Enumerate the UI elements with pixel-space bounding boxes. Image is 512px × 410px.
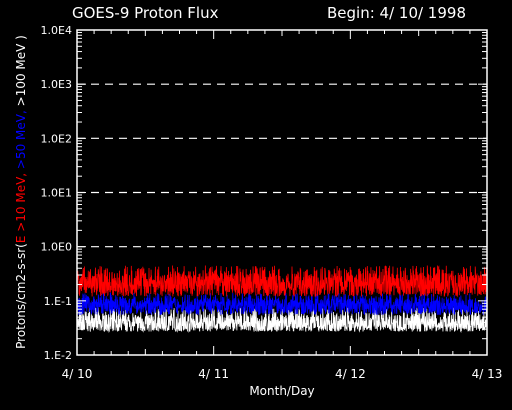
chart-title: GOES-9 Proton Flux (72, 4, 219, 22)
x-tick-label: 4/ 12 (335, 367, 366, 381)
gridlines (77, 83, 487, 248)
begin-date-label: Begin: 4/ 10/ 1998 (327, 4, 466, 22)
axis-ticks (76, 29, 488, 356)
y-axis-label: Protons/cm2-s-sr(E >10 MeV, >50 MeV, >10… (14, 35, 28, 349)
y-tick-label: 1.E-2 (44, 349, 72, 362)
y-tick-labels: 1.E-2 1.E-1 1.0E0 1.0E1 1.0E2 1.0E3 1.0E4 (41, 24, 72, 362)
y-tick-label: 1.0E0 (41, 241, 72, 254)
y-tick-label: 1.0E2 (41, 132, 72, 145)
series-line (76, 291, 488, 316)
y-tick-label: 1.E-1 (44, 295, 72, 308)
y-axis-label-part: E >10 MeV, (14, 169, 28, 243)
x-tick-label: 4/ 10 (62, 367, 93, 381)
y-axis-label-part: >50 MeV, (14, 106, 28, 169)
series-layer (76, 265, 488, 334)
x-tick-label: 4/ 13 (472, 367, 503, 381)
series-line (76, 307, 488, 334)
y-tick-label: 1.0E4 (41, 24, 72, 37)
y-tick-label: 1.0E3 (41, 78, 72, 91)
x-tick-label: 4/ 11 (198, 367, 229, 381)
series-line (76, 265, 488, 298)
y-axis-label-part: >100 MeV ) (14, 35, 28, 106)
x-tick-labels: 4/ 10 4/ 11 4/ 12 4/ 13 (62, 367, 503, 381)
y-tick-label: 1.0E1 (41, 187, 72, 200)
x-axis-label: Month/Day (249, 384, 314, 398)
y-axis-label-part: Protons/cm2-s-sr( (14, 243, 28, 349)
